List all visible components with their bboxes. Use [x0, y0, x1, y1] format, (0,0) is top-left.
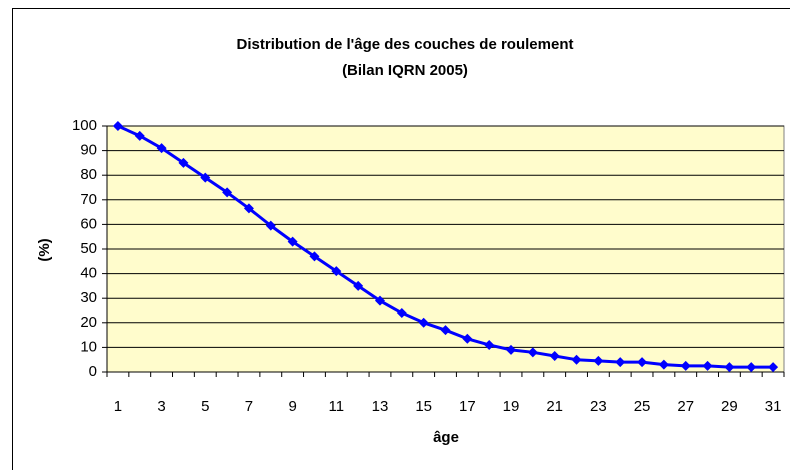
chart-title: Distribution de l'âge des couches de rou… — [237, 36, 574, 53]
x-tick-label: 23 — [590, 398, 607, 415]
x-tick-label: 15 — [415, 398, 432, 415]
x-tick-label: 5 — [201, 398, 209, 415]
data-point — [615, 357, 626, 368]
data-point — [593, 355, 604, 366]
x-tick-label: 1 — [114, 398, 122, 415]
chart-subtitle: (Bilan IQRN 2005) — [342, 62, 468, 79]
data-point — [484, 339, 495, 350]
data-point — [331, 266, 342, 277]
x-axis-label: âge — [433, 429, 459, 446]
data-point — [746, 362, 757, 373]
x-tick-label: 27 — [677, 398, 694, 415]
data-point — [440, 325, 451, 336]
y-tick-label: 60 — [80, 215, 97, 232]
y-tick-label: 70 — [80, 191, 97, 208]
y-tick-label: 30 — [80, 289, 97, 306]
data-point — [178, 157, 189, 168]
data-point — [637, 357, 648, 368]
data-point — [702, 360, 713, 371]
x-tick-label: 29 — [721, 398, 738, 415]
data-point — [134, 130, 145, 141]
data-point — [462, 333, 473, 344]
x-tick-label: 19 — [503, 398, 520, 415]
data-point — [724, 362, 735, 373]
y-tick-label: 100 — [72, 117, 97, 134]
data-point — [265, 220, 276, 231]
data-point — [680, 360, 691, 371]
data-point — [527, 347, 538, 358]
y-tick-label: 90 — [80, 142, 97, 159]
x-tick-label: 7 — [245, 398, 253, 415]
x-tick-label: 17 — [459, 398, 476, 415]
x-tick-label: 11 — [329, 398, 345, 415]
x-tick-label: 13 — [372, 398, 389, 415]
x-tick-label: 9 — [288, 398, 296, 415]
x-tick-label: 25 — [634, 398, 651, 415]
y-tick-label: 80 — [80, 166, 97, 183]
data-point — [549, 351, 560, 362]
x-tick-label: 31 — [765, 398, 782, 415]
data-point — [287, 236, 298, 247]
data-point — [243, 203, 254, 214]
y-tick-label: 40 — [80, 265, 97, 282]
data-point — [353, 280, 364, 291]
data-point — [222, 187, 233, 198]
data-point — [658, 359, 669, 370]
data-point — [506, 344, 517, 355]
y-tick-label: 50 — [80, 240, 97, 257]
data-point — [200, 172, 211, 183]
data-point — [396, 307, 407, 318]
data-point — [418, 317, 429, 328]
data-point — [374, 295, 385, 306]
y-tick-label: 10 — [80, 338, 97, 355]
data-point — [571, 354, 582, 365]
x-tick-label: 21 — [546, 398, 563, 415]
data-point — [156, 143, 167, 154]
y-tick-label: 20 — [80, 314, 97, 331]
y-tick-label: 0 — [89, 363, 97, 380]
data-point — [112, 121, 123, 131]
data-point — [309, 251, 320, 262]
x-tick-label: 3 — [157, 398, 165, 415]
y-axis-label: (%) — [36, 238, 53, 261]
data-point — [768, 362, 779, 373]
